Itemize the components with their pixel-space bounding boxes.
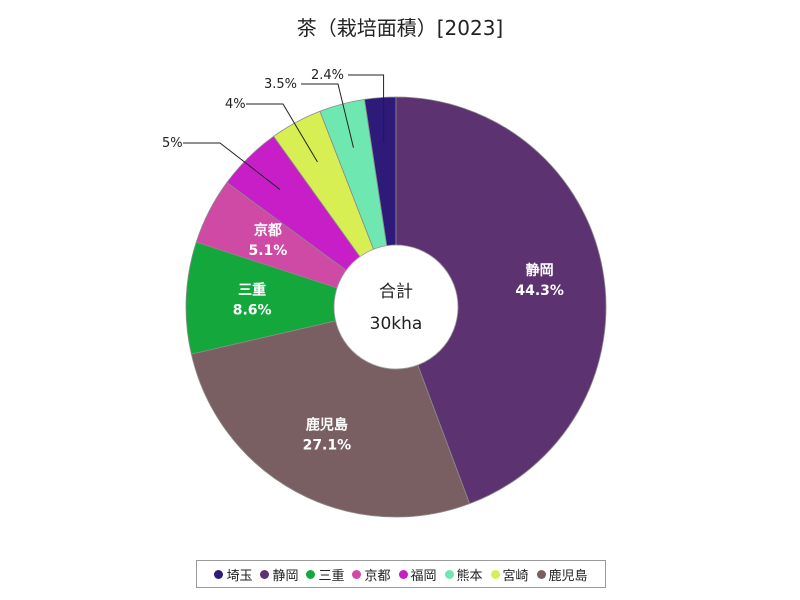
slice-三重 [185,241,398,355]
legend-item: 宮崎 [490,565,529,584]
legend-dot-icon [490,569,500,579]
slice-name-label: 静岡 [526,262,554,279]
slice-name-label: 三重 [238,282,266,299]
legend-dot-icon [398,569,408,579]
legend-dot-icon [536,569,546,579]
legend-label: 三重 [318,568,345,584]
leader-line [348,74,385,143]
legend-label: 埼玉 [226,568,253,584]
legend-item: 静岡 [260,565,298,584]
legend-label: 福岡 [410,568,437,584]
slice-name-label: 鹿児島 [305,417,348,434]
slice-pct-label: 5% [162,136,183,151]
slice-静岡 [395,96,607,505]
chart-title: 茶（栽培面積）[2023] [296,16,504,40]
slice-pct-label: 27.1% [303,438,352,454]
legend-item: 鹿児島 [536,565,588,584]
leader-line [246,103,318,163]
legend-item: 福岡 [398,565,437,584]
legend-dot-icon [444,569,454,579]
legend-label: 熊本 [456,568,483,584]
legend-label: 宮崎 [502,568,529,584]
slice-name-label: 京都 [254,222,282,239]
donut-hole [333,244,459,370]
leader-line [301,83,354,148]
legend-dot-icon [260,569,270,579]
legend-dot-icon [306,569,316,579]
center-label: 合計 [379,282,413,302]
slice-pct-label: 4% [225,97,246,112]
legend-item: 三重 [306,565,344,584]
slice-pct-label: 8.6% [233,303,272,319]
legend: 埼玉 静岡 三重 京都 福岡 熊本 宮崎 鹿児島 [196,560,606,588]
legend-item: 京都 [352,565,391,584]
legend-label: 鹿児島 [548,568,588,584]
leader-line [183,142,281,190]
legend-label: 京都 [364,568,391,584]
legend-dot-icon [352,569,362,579]
legend-dot-icon [214,569,224,579]
legend-item: 熊本 [444,565,483,584]
legend-item: 埼玉 [214,565,252,584]
slice-pct-label: 5.1% [248,243,287,259]
center-value: 30kha [370,314,423,334]
slice-pct-label: 44.3% [515,283,564,299]
legend-label: 静岡 [272,568,299,584]
slice-pct-label: 2.4% [311,68,344,83]
slice-pct-label: 3.5% [264,77,297,92]
